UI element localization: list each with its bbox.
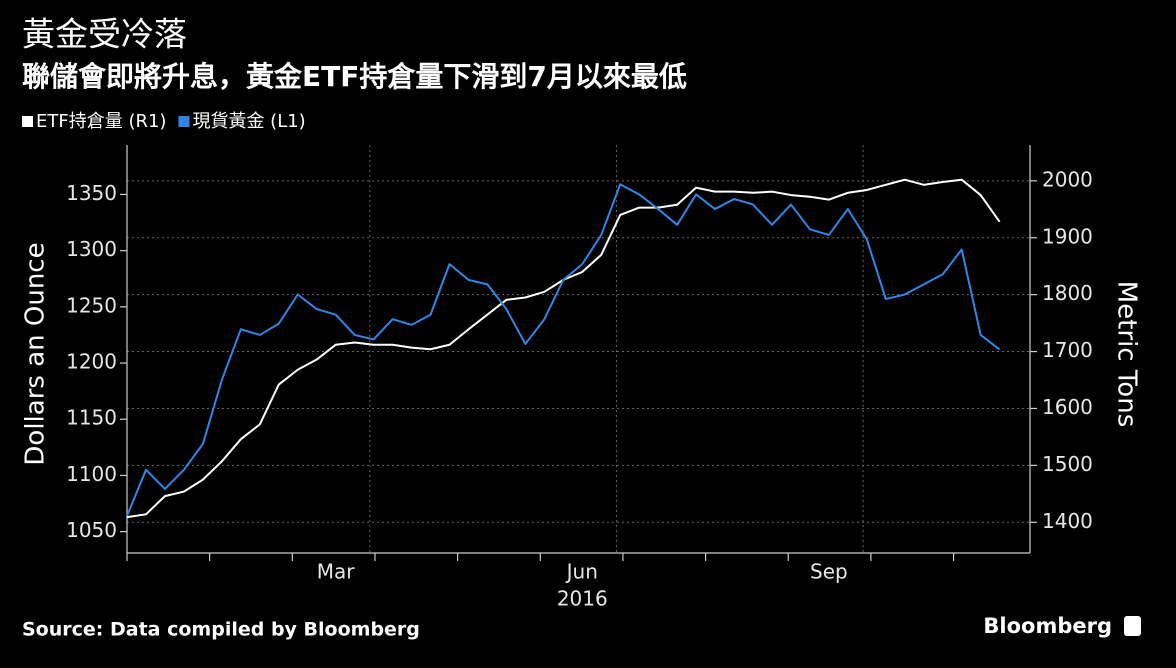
y-tick-label: 1050 <box>66 518 117 542</box>
x-year-label: 2016 <box>557 587 608 611</box>
y-tick-label: 1300 <box>66 237 117 261</box>
y2-tick-label: 1900 <box>1042 224 1093 248</box>
legend-swatch <box>178 116 190 127</box>
y-tick-label: 1100 <box>66 462 117 486</box>
y-tick-label: 1350 <box>66 181 117 205</box>
y-tick-label: 1200 <box>66 350 117 374</box>
legend-label: ETF持倉量 (R1) <box>36 111 166 132</box>
y2-tick-label: 2000 <box>1042 167 1093 191</box>
y-axis-label: Dollars an Ounce <box>21 242 51 465</box>
y-tick-label: 1250 <box>66 293 117 317</box>
source: Source: Data compiled by Bloomberg <box>22 619 420 641</box>
y2-tick-label: 1700 <box>1042 338 1093 362</box>
y2-tick-label: 1400 <box>1042 509 1093 533</box>
chart-subtitle: 聯儲會即將升息，黃金ETF持倉量下滑到7月以來最低 <box>22 60 687 93</box>
y2-tick-label: 1600 <box>1042 395 1093 419</box>
series-line <box>126 178 1001 519</box>
y2-axis-label: Metric Tons <box>1112 281 1142 428</box>
legend-label: 現貨黃金 (L1) <box>192 111 305 132</box>
y-tick-label: 1150 <box>66 406 117 430</box>
series-line <box>126 183 1001 517</box>
legend-swatch <box>22 116 33 127</box>
chart-title: 黃金受冷落 <box>22 15 187 54</box>
x-tick-label: Mar <box>317 560 356 584</box>
x-tick-label: Sep <box>810 560 848 584</box>
y2-tick-label: 1800 <box>1042 281 1093 305</box>
x-tick-label: Jun <box>565 560 598 584</box>
brand: Bloomberg <box>983 614 1112 638</box>
y2-tick-label: 1500 <box>1042 452 1093 476</box>
brand-icon <box>1124 616 1141 636</box>
